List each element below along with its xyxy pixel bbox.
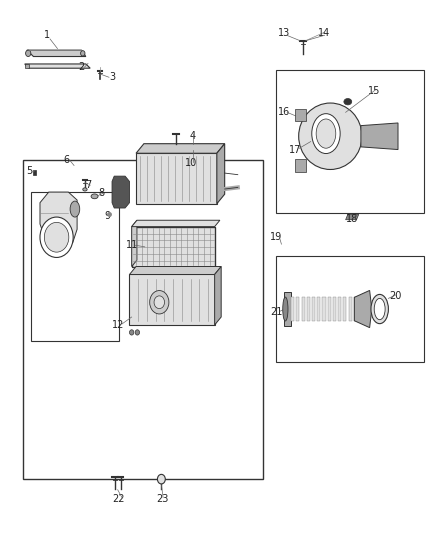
Bar: [276, 70, 424, 213]
Text: 5: 5: [26, 166, 32, 176]
Bar: [276, 256, 424, 362]
Text: 7: 7: [85, 180, 91, 190]
Polygon shape: [32, 169, 36, 175]
Text: 20: 20: [390, 290, 402, 301]
Polygon shape: [25, 64, 29, 68]
Polygon shape: [295, 159, 306, 172]
Polygon shape: [136, 144, 225, 154]
Text: 1: 1: [43, 30, 49, 41]
Polygon shape: [112, 176, 130, 208]
Text: 13: 13: [278, 28, 290, 38]
Text: 12: 12: [113, 320, 125, 330]
Text: 15: 15: [368, 86, 380, 96]
Text: 11: 11: [126, 240, 138, 250]
Polygon shape: [301, 297, 304, 321]
Polygon shape: [291, 297, 294, 321]
Polygon shape: [285, 292, 291, 326]
Text: 9: 9: [105, 211, 111, 221]
Polygon shape: [132, 220, 137, 266]
Text: 4: 4: [190, 131, 196, 141]
Ellipse shape: [374, 298, 385, 320]
Polygon shape: [132, 220, 220, 227]
Polygon shape: [349, 297, 352, 321]
Circle shape: [150, 290, 169, 314]
Text: 10: 10: [184, 158, 197, 168]
Polygon shape: [27, 50, 86, 56]
Polygon shape: [343, 297, 346, 321]
Polygon shape: [307, 297, 310, 321]
Ellipse shape: [91, 194, 98, 199]
Ellipse shape: [299, 103, 362, 169]
Text: 21: 21: [270, 306, 283, 317]
Polygon shape: [25, 64, 90, 68]
Text: 19: 19: [270, 232, 282, 243]
Polygon shape: [317, 297, 320, 321]
Polygon shape: [295, 109, 306, 122]
Ellipse shape: [312, 114, 340, 154]
Ellipse shape: [83, 188, 87, 191]
Ellipse shape: [81, 51, 85, 56]
Ellipse shape: [283, 297, 288, 321]
Text: 22: 22: [112, 494, 125, 504]
Circle shape: [157, 474, 165, 484]
Text: 6: 6: [63, 155, 69, 165]
Circle shape: [154, 296, 165, 309]
Polygon shape: [132, 227, 215, 266]
Bar: [31, 192, 119, 341]
Polygon shape: [354, 290, 372, 328]
Text: 2: 2: [78, 62, 85, 72]
Text: 14: 14: [318, 28, 330, 38]
Text: 17: 17: [289, 144, 302, 155]
Polygon shape: [328, 297, 331, 321]
Polygon shape: [130, 266, 221, 274]
Circle shape: [130, 330, 134, 335]
Circle shape: [135, 330, 140, 335]
Text: 8: 8: [98, 188, 104, 198]
Ellipse shape: [344, 99, 352, 105]
Text: 3: 3: [109, 72, 115, 82]
Polygon shape: [296, 297, 299, 321]
Ellipse shape: [371, 294, 389, 324]
Polygon shape: [40, 192, 77, 251]
Text: 18: 18: [346, 214, 358, 224]
Ellipse shape: [316, 119, 336, 148]
Polygon shape: [361, 123, 398, 150]
Circle shape: [44, 222, 69, 252]
Polygon shape: [354, 297, 357, 321]
Circle shape: [40, 217, 73, 257]
Polygon shape: [130, 274, 215, 325]
Polygon shape: [322, 297, 325, 321]
Text: 23: 23: [156, 494, 169, 504]
Polygon shape: [217, 144, 225, 204]
Polygon shape: [346, 214, 359, 220]
Ellipse shape: [70, 201, 80, 217]
Text: 16: 16: [278, 107, 290, 117]
Polygon shape: [338, 297, 341, 321]
Polygon shape: [312, 297, 315, 321]
Polygon shape: [136, 154, 217, 204]
Bar: [22, 160, 263, 479]
Polygon shape: [333, 297, 336, 321]
Polygon shape: [215, 266, 221, 325]
Ellipse shape: [25, 50, 31, 56]
